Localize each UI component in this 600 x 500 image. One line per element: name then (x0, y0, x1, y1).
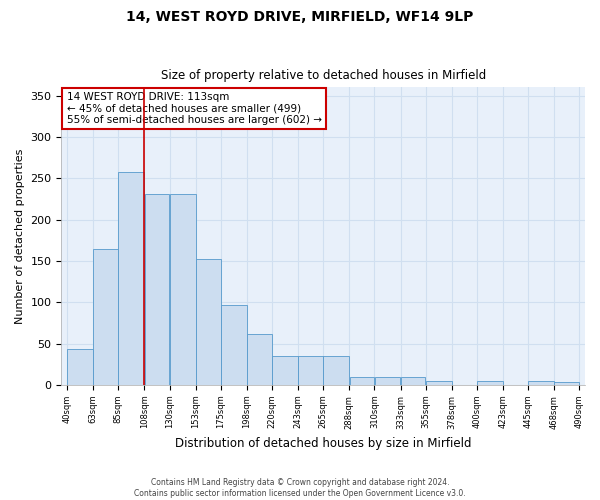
Text: Contains HM Land Registry data © Crown copyright and database right 2024.
Contai: Contains HM Land Registry data © Crown c… (134, 478, 466, 498)
Bar (118, 172, 145, 385)
Text: 14 WEST ROYD DRIVE: 113sqm
← 45% of detached houses are smaller (499)
55% of sem: 14 WEST ROYD DRIVE: 113sqm ← 45% of deta… (67, 92, 322, 125)
Bar (247, 334, 272, 385)
Bar (426, 381, 452, 385)
Bar (67, 348, 93, 385)
Text: 14, WEST ROYD DRIVE, MIRFIELD, WF14 9LP: 14, WEST ROYD DRIVE, MIRFIELD, WF14 9LP (127, 10, 473, 24)
Bar (94, 248, 118, 385)
Title: Size of property relative to detached houses in Mirfield: Size of property relative to detached ho… (161, 69, 486, 82)
X-axis label: Distribution of detached houses by size in Mirfield: Distribution of detached houses by size … (175, 437, 472, 450)
Bar (170, 194, 196, 385)
Bar (528, 381, 554, 385)
Bar (477, 381, 503, 385)
Bar (221, 305, 247, 385)
Bar (323, 356, 349, 385)
Bar (145, 194, 169, 385)
Bar (272, 356, 298, 385)
Bar (298, 356, 323, 385)
Bar (374, 376, 400, 385)
Bar (401, 376, 425, 385)
Y-axis label: Number of detached properties: Number of detached properties (15, 148, 25, 324)
Bar (554, 382, 579, 385)
Bar (350, 376, 374, 385)
Bar (196, 260, 221, 385)
